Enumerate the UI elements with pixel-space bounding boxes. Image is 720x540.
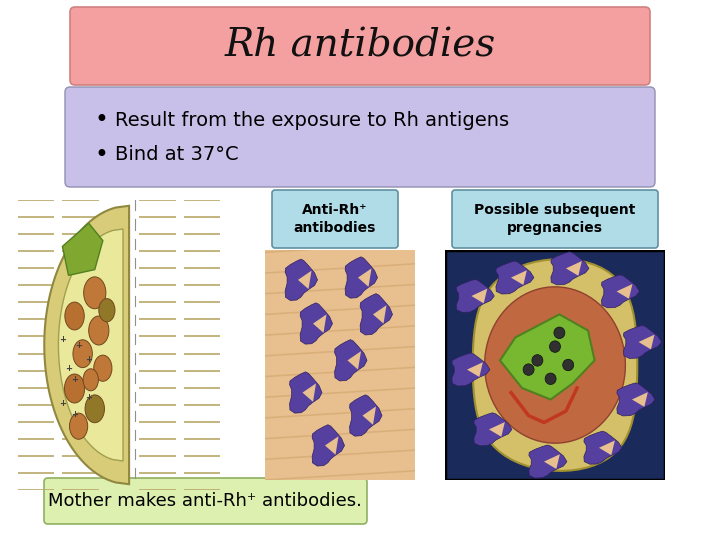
Polygon shape <box>345 257 377 298</box>
Polygon shape <box>529 445 567 478</box>
FancyBboxPatch shape <box>44 478 367 524</box>
Polygon shape <box>489 422 505 437</box>
Circle shape <box>523 364 534 375</box>
Text: Bind at 37°C: Bind at 37°C <box>115 145 238 165</box>
Polygon shape <box>350 395 382 436</box>
Circle shape <box>554 327 565 339</box>
Polygon shape <box>474 413 512 446</box>
Circle shape <box>65 302 84 330</box>
Text: Rh antibodies: Rh antibodies <box>225 28 495 64</box>
Polygon shape <box>373 305 387 323</box>
Text: +: + <box>59 335 66 343</box>
Circle shape <box>83 369 99 391</box>
Polygon shape <box>358 268 372 287</box>
Circle shape <box>73 340 92 368</box>
Circle shape <box>94 355 112 381</box>
Polygon shape <box>551 252 589 285</box>
Circle shape <box>545 373 556 384</box>
Polygon shape <box>302 383 316 402</box>
Polygon shape <box>584 431 622 464</box>
Polygon shape <box>624 326 662 359</box>
Polygon shape <box>348 351 361 369</box>
Polygon shape <box>639 335 654 349</box>
Polygon shape <box>312 425 344 466</box>
Circle shape <box>84 277 106 309</box>
Polygon shape <box>617 383 655 416</box>
Text: +: + <box>85 393 92 402</box>
Circle shape <box>563 359 574 371</box>
Polygon shape <box>58 229 123 461</box>
Text: Mother makes anti-Rh⁺ antibodies.: Mother makes anti-Rh⁺ antibodies. <box>48 492 362 510</box>
Text: +: + <box>59 399 66 408</box>
Polygon shape <box>511 270 527 285</box>
Text: Possible subsequent
pregnancies: Possible subsequent pregnancies <box>474 203 636 235</box>
Polygon shape <box>601 275 639 308</box>
Polygon shape <box>313 314 326 333</box>
Circle shape <box>65 374 85 403</box>
Polygon shape <box>544 454 560 469</box>
FancyBboxPatch shape <box>272 190 398 248</box>
Text: +: + <box>71 375 78 384</box>
Text: •: • <box>95 143 109 167</box>
Polygon shape <box>45 206 129 484</box>
Text: +: + <box>65 364 72 373</box>
Circle shape <box>85 395 104 423</box>
Circle shape <box>99 299 115 322</box>
Polygon shape <box>566 261 582 276</box>
Text: Result from the exposure to Rh antigens: Result from the exposure to Rh antigens <box>115 111 509 130</box>
Polygon shape <box>325 436 338 455</box>
Polygon shape <box>485 287 626 443</box>
Circle shape <box>70 413 88 439</box>
Circle shape <box>532 355 543 366</box>
Polygon shape <box>300 303 333 344</box>
Polygon shape <box>63 223 103 275</box>
Polygon shape <box>496 261 534 294</box>
Polygon shape <box>298 271 312 289</box>
Text: +: + <box>85 355 92 364</box>
Circle shape <box>89 316 109 345</box>
Polygon shape <box>452 353 490 386</box>
Text: +: + <box>71 410 78 419</box>
Polygon shape <box>500 314 595 400</box>
Polygon shape <box>632 392 648 407</box>
Polygon shape <box>456 279 494 313</box>
FancyBboxPatch shape <box>70 7 650 85</box>
Text: •: • <box>95 108 109 132</box>
Polygon shape <box>616 284 632 299</box>
FancyBboxPatch shape <box>65 87 655 187</box>
Polygon shape <box>362 407 376 425</box>
Polygon shape <box>335 340 367 381</box>
Polygon shape <box>599 441 615 455</box>
Polygon shape <box>285 259 318 300</box>
Polygon shape <box>472 289 487 303</box>
FancyBboxPatch shape <box>452 190 658 248</box>
Text: Anti-Rh⁺
antibodies: Anti-Rh⁺ antibodies <box>294 203 376 235</box>
Text: +: + <box>75 341 82 349</box>
Polygon shape <box>467 362 483 377</box>
Circle shape <box>549 341 560 353</box>
Polygon shape <box>289 372 322 413</box>
Polygon shape <box>360 294 392 335</box>
Polygon shape <box>473 259 637 471</box>
